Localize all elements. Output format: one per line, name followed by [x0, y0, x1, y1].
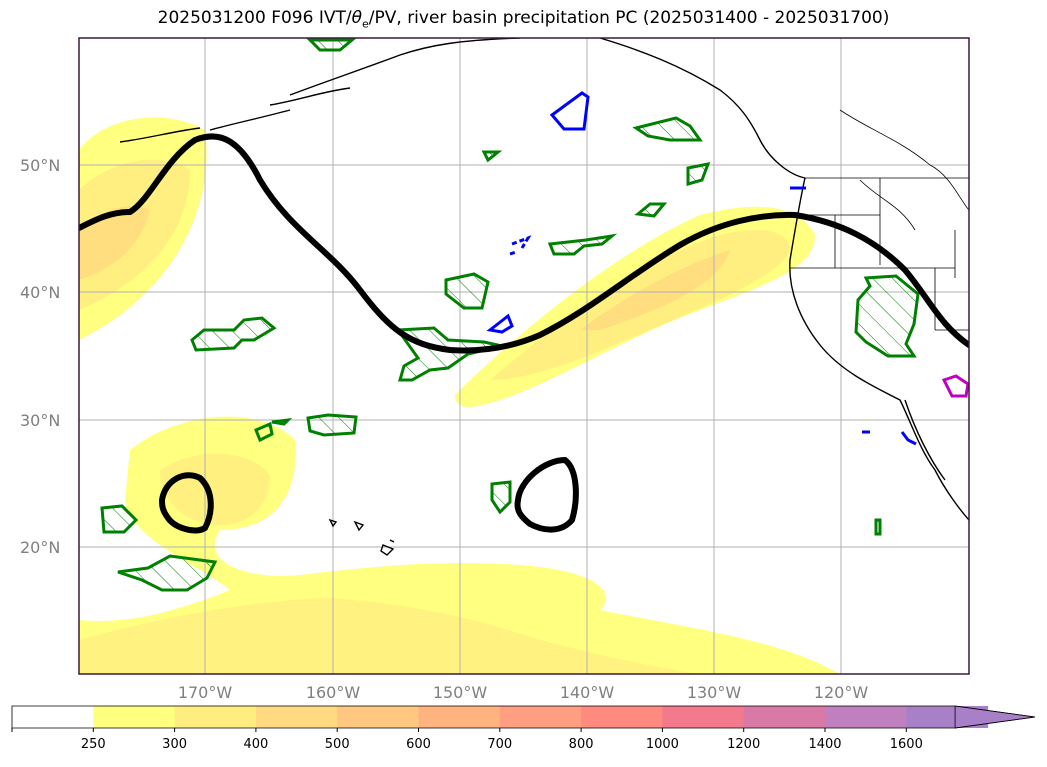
lon-label: 130°W [687, 683, 742, 702]
lon-label: 160°W [306, 683, 361, 702]
blue-contours [486, 91, 917, 446]
lon-label: 170°W [178, 683, 233, 702]
state-borders [790, 109, 969, 331]
colorbar-tick-label: 600 [406, 737, 431, 752]
precip-region [306, 413, 358, 437]
precip-region [874, 518, 882, 536]
lat-label: 20°N [20, 538, 60, 557]
blue-contour [509, 235, 532, 256]
colorbar-tick-label: 1000 [646, 737, 679, 752]
colorbar-tick-label: 300 [162, 737, 187, 752]
precip-region [117, 554, 218, 592]
precip-region [632, 116, 703, 142]
pv-contour [79, 133, 969, 354]
blue-contour [486, 313, 514, 334]
colorbar-segment [662, 706, 745, 728]
colorbar-tick-label: 250 [81, 737, 106, 752]
map-frame [78, 37, 970, 675]
precip-region [547, 233, 618, 256]
precip-region [254, 421, 274, 443]
pv-contour [158, 472, 214, 534]
colorbar-segment [499, 706, 582, 728]
precip-region [481, 150, 503, 163]
coastlines [119, 38, 969, 556]
colorbar-segment [93, 706, 176, 728]
colorbar-tick-label: 700 [487, 737, 512, 752]
ivt-300-region [79, 598, 700, 674]
lat-label: 40°N [20, 283, 60, 302]
lon-label: 140°W [560, 683, 615, 702]
colorbar-tick-label: 800 [569, 737, 594, 752]
colorbar-segment [418, 706, 501, 728]
colorbar-segment [337, 706, 419, 728]
magenta-contour [941, 374, 969, 398]
ivt-300-region [160, 453, 270, 525]
colorbar-tick-label: 1600 [890, 737, 923, 752]
lon-label: 120°W [814, 683, 869, 702]
ivt-400-region [580, 250, 730, 330]
precip-region [444, 272, 490, 310]
precip-region [100, 504, 139, 534]
ivt-400-region [79, 206, 150, 280]
hawaii-islands [328, 518, 395, 556]
precip-region [686, 161, 711, 186]
map-area [79, 38, 969, 674]
pv-contours [79, 133, 969, 534]
blue-contour [549, 91, 590, 131]
precip-region [306, 38, 357, 52]
precip-region [395, 326, 503, 382]
colorbar-tick-label: 500 [325, 737, 350, 752]
lon-labels: 170°W 160°W 150°W 140°W 130°W 120°W [178, 683, 869, 702]
precip-regions [100, 38, 920, 592]
colorbar-segment [174, 706, 257, 728]
colorbar-segment [743, 706, 826, 728]
baja-coast [904, 399, 946, 481]
lon-label: 150°W [433, 683, 488, 702]
lat-labels: 50°N 40°N 30°N 20°N [20, 156, 60, 557]
alaska-coast [119, 38, 521, 143]
colorbar-segment [581, 706, 663, 728]
map-title: 2025031200 F096 IVT/θe/PV, river basin p… [157, 8, 890, 31]
colorbar-extend-arrow [954, 705, 1036, 729]
colorbar-tick-label: 1400 [808, 737, 841, 752]
precip-region [854, 274, 920, 358]
colorbar-tick-label: 1200 [727, 737, 760, 752]
colorbar-segment [255, 706, 338, 728]
colorbar-tick-label: 400 [243, 737, 268, 752]
blue-contour [862, 430, 917, 446]
alaska-coast [599, 38, 806, 179]
colorbar-segment [825, 706, 907, 728]
pv-contour [514, 456, 579, 533]
north-america-coast [789, 177, 969, 521]
precip-region [490, 480, 512, 515]
ivt-shading [79, 117, 840, 674]
precip-region [271, 417, 293, 426]
colorbar: 250 300 400 500 600 700 800 1000 1200 1400 1600 [11, 705, 1036, 752]
precip-region [190, 316, 277, 352]
lat-label: 50°N [20, 156, 60, 175]
lat-label: 30°N [20, 411, 60, 430]
colorbar-segment [12, 706, 94, 728]
colorbar-outline [11, 705, 1036, 729]
precip-region [634, 202, 668, 218]
